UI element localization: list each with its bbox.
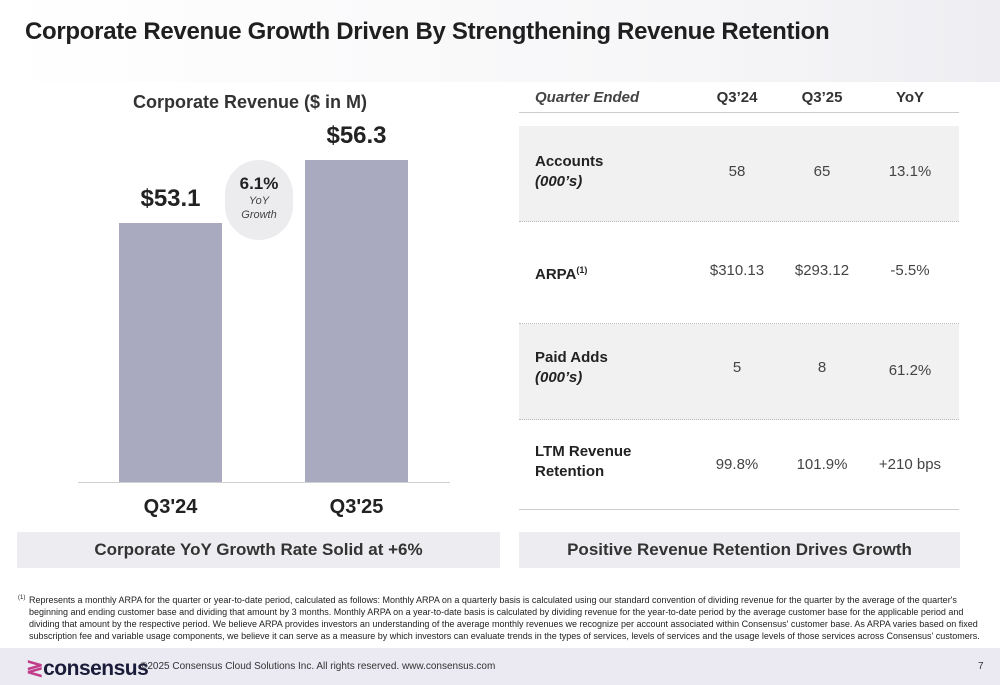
header-quarter-ended: Quarter Ended	[535, 89, 640, 106]
cell: +210 bps	[878, 456, 942, 473]
cell: 101.9%	[796, 456, 848, 473]
bar-value-label: $56.3	[326, 121, 387, 149]
row-label: LTM Revenue	[535, 443, 632, 460]
cell: 58	[728, 163, 746, 180]
x-axis-line	[78, 482, 450, 483]
right-caption: Positive Revenue Retention Drives Growth	[519, 532, 960, 568]
footnote-text: Represents a monthly ARPA for the quarte…	[29, 595, 980, 641]
row-sublabel: (000’s)	[535, 173, 583, 190]
row-label-2: Retention	[535, 463, 605, 480]
page-title: Corporate Revenue Growth Driven By Stren…	[25, 18, 830, 45]
row-label: Paid Adds	[535, 349, 608, 366]
cell: 5	[732, 359, 742, 376]
cell: $310.13	[709, 262, 765, 279]
table-row-ltm-retention: LTM Revenue Retention 99.8% 101.9% +210 b…	[519, 420, 959, 510]
consensus-logo: ≷consensus	[26, 657, 149, 680]
growth-label-2: Growth	[241, 209, 277, 221]
footnote-marker: (1)	[18, 595, 26, 601]
row-label: Accounts	[535, 153, 604, 170]
logo-text: consensus	[43, 657, 149, 680]
table-row-arpa: ARPA(1) $310.13 $293.12 -5.5%	[519, 222, 959, 324]
cell: 99.8%	[715, 456, 759, 473]
cell: 8	[817, 359, 827, 376]
copyright: ©2025 Consensus Cloud Solutions Inc. All…	[140, 661, 496, 672]
bar-0	[119, 223, 222, 482]
chart-title: Corporate Revenue ($ in M)	[132, 92, 368, 112]
footnote-ref: (1)	[576, 265, 588, 275]
cell: -5.5%	[890, 262, 930, 279]
x-tick-label: Q3'24	[143, 496, 198, 518]
header-q3-24: Q3’24	[716, 89, 758, 106]
bar-1	[305, 159, 408, 482]
table-row-accounts: Accounts (000’s) 58 65 13.1%	[519, 126, 959, 222]
row-label: ARPA	[535, 266, 577, 283]
left-caption: Corporate YoY Growth Rate Solid at +6%	[17, 532, 500, 568]
header-band	[0, 0, 1000, 82]
page-number: 7	[978, 661, 984, 672]
x-tick-label: Q3'25	[329, 496, 384, 518]
header-q3-25: Q3’25	[801, 89, 843, 106]
cell: 65	[813, 163, 831, 180]
yoy-growth-bubble: 6.1% YoY Growth	[225, 160, 293, 240]
header-yoy: YoY	[895, 89, 925, 106]
cell: 61.2%	[888, 362, 932, 379]
footnote: (1) Represents a monthly ARPA for the qu…	[18, 594, 988, 642]
table-header: Quarter Ended Q3’24 Q3’25 YoY	[519, 86, 959, 113]
cell: $293.12	[794, 262, 850, 279]
bar-value-label: $53.1	[140, 185, 201, 213]
row-sublabel: (000’s)	[535, 369, 583, 386]
footer-band	[0, 648, 1000, 685]
cell: 13.1%	[888, 163, 932, 180]
growth-value: 6.1%	[239, 174, 279, 193]
table-row-paid-adds: Paid Adds (000’s) 5 8 61.2%	[519, 324, 959, 420]
growth-label-1: YoY	[248, 195, 270, 207]
